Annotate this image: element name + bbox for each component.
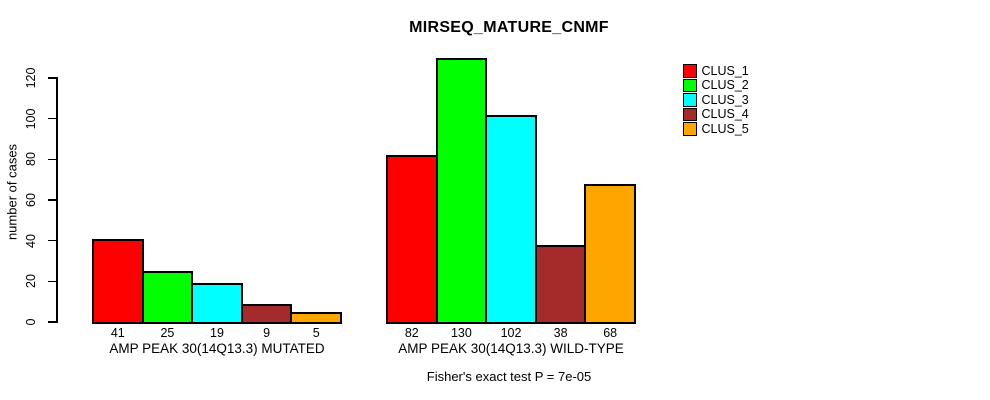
bar-clus_4-group-1 — [534, 244, 587, 324]
y-axis-tick — [48, 280, 56, 283]
stat-annotation: Fisher's exact test P = 7e-05 — [426, 369, 592, 384]
x-axis-group-label: AMP PEAK 30(14Q13.3) WILD-TYPE — [398, 341, 624, 356]
chart-title: MIRSEQ_MATURE_CNMF — [409, 19, 609, 36]
legend-swatch — [683, 64, 697, 78]
legend-item: CLUS_4 — [683, 107, 749, 122]
y-axis-tick — [48, 239, 56, 242]
y-axis-tick — [48, 117, 56, 120]
bar-value-label: 82 — [404, 326, 419, 340]
bar-clus_3-group-1 — [485, 114, 537, 324]
bar-value-label: 19 — [210, 326, 224, 340]
y-tick-label: 100 — [24, 108, 38, 130]
legend-label: CLUS_3 — [701, 92, 749, 107]
legend: CLUS_1 CLUS_2 CLUS_3 CLUS_4 CLUS_5 — [683, 64, 749, 136]
y-tick-label: 20 — [24, 274, 38, 289]
legend-swatch — [683, 78, 697, 93]
legend-label: CLUS_2 — [701, 78, 749, 93]
legend-swatch — [683, 107, 697, 122]
y-axis-tick — [48, 158, 56, 161]
x-axis-group-label: AMP PEAK 30(14Q13.3) MUTATED — [109, 341, 325, 356]
bar-value-label: 38 — [553, 326, 568, 340]
legend-label: CLUS_4 — [701, 107, 749, 122]
legend-label: CLUS_1 — [701, 63, 749, 78]
y-tick-label: 120 — [24, 67, 38, 89]
bar-value-label: 9 — [263, 326, 271, 340]
bar-clus_2-group-0 — [141, 271, 194, 324]
bar-clus_1-group-1 — [386, 155, 438, 324]
legend-item: CLUS_2 — [683, 78, 749, 93]
bar-value-label: 5 — [312, 326, 320, 340]
bar-clus_4-group-0 — [240, 303, 293, 324]
bar-value-label: 130 — [450, 326, 472, 340]
bar-value-label: 25 — [160, 326, 175, 340]
legend-item: CLUS_1 — [683, 64, 749, 78]
legend-swatch — [683, 122, 697, 136]
bar-value-label: 68 — [603, 326, 618, 340]
y-axis-tick — [48, 77, 56, 79]
legend-swatch — [683, 93, 697, 107]
y-axis-line — [56, 77, 58, 323]
bar-clus_5-group-1 — [584, 183, 636, 324]
y-axis-tick — [48, 321, 56, 323]
bar-value-label: 102 — [500, 326, 522, 340]
legend-label: CLUS_5 — [701, 121, 749, 136]
y-tick-label: 80 — [24, 152, 38, 167]
bar-clus_5-group-0 — [290, 311, 342, 324]
y-axis-tick — [48, 199, 56, 201]
y-tick-label: 0 — [24, 318, 38, 326]
y-tick-label: 40 — [24, 233, 38, 248]
y-tick-label: 60 — [24, 193, 38, 207]
bar-value-label: 41 — [110, 326, 125, 340]
legend-item: CLUS_5 — [683, 122, 749, 136]
legend-item: CLUS_3 — [683, 93, 749, 107]
bar-clus_1-group-0 — [92, 238, 144, 324]
bar-clus_2-group-1 — [435, 57, 488, 324]
bar-clus_3-group-0 — [191, 283, 243, 324]
